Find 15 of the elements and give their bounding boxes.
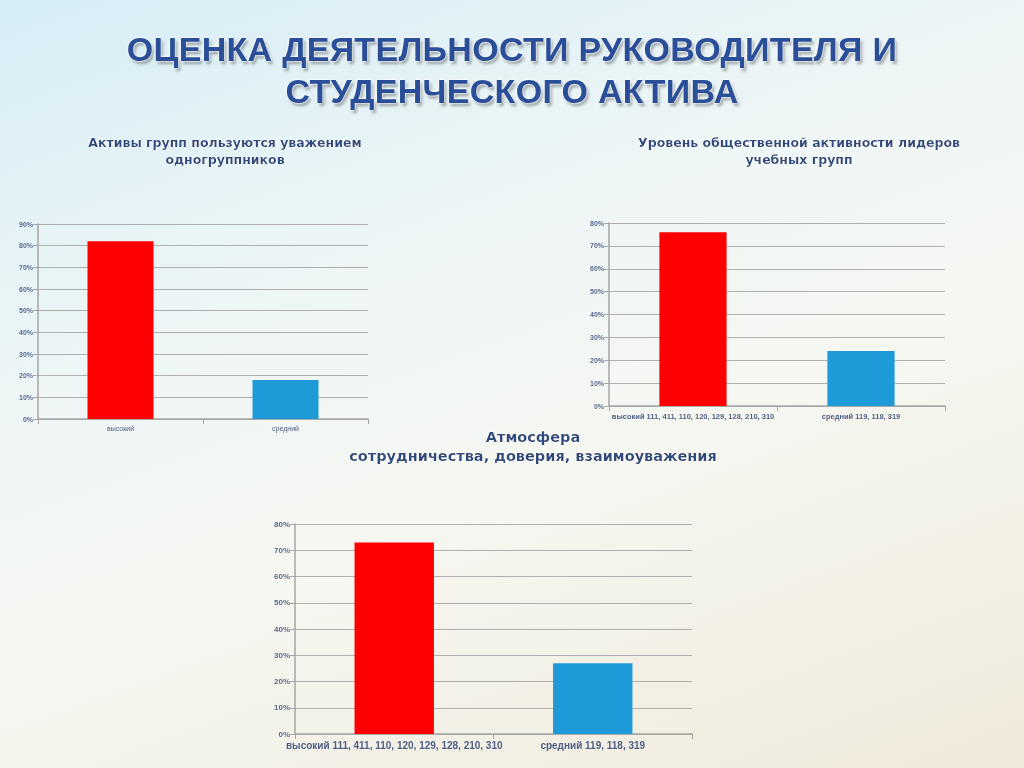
- y-tick-label: 10%: [273, 703, 290, 713]
- x-tick-label: средний 119, 118, 319: [540, 739, 646, 751]
- y-tick-label: 60%: [273, 572, 290, 581]
- chart-title: Уровень общественной активности лидеров учебных групп: [638, 134, 960, 167]
- text: ОЦЕНКА ДЕЯТЕЛЬНОСТИ РУКОВОДИТЕЛЯ И СТУДЕНЧЕСКОГО АКТИВА: [125, 29, 899, 112]
- y-tick-label: 0%: [278, 729, 290, 739]
- y-tick-label: 50%: [273, 598, 290, 608]
- chart-title: Активы групп пользуются уважением одногруппников: [88, 134, 362, 167]
- y-tick-label: 20%: [273, 677, 290, 686]
- chart-title: Атмосфера сотрудничества, доверия, взаимоуважения: [349, 428, 717, 465]
- y-tick-label: 40%: [273, 624, 290, 634]
- y-tick-label: 80%: [273, 519, 290, 529]
- y-tick-label: 70%: [273, 545, 290, 555]
- x-tick-label: высокий 111, 411, 110, 120, 129, 128, 210, 310: [285, 739, 503, 751]
- y-tick-label: 30%: [273, 650, 290, 660]
